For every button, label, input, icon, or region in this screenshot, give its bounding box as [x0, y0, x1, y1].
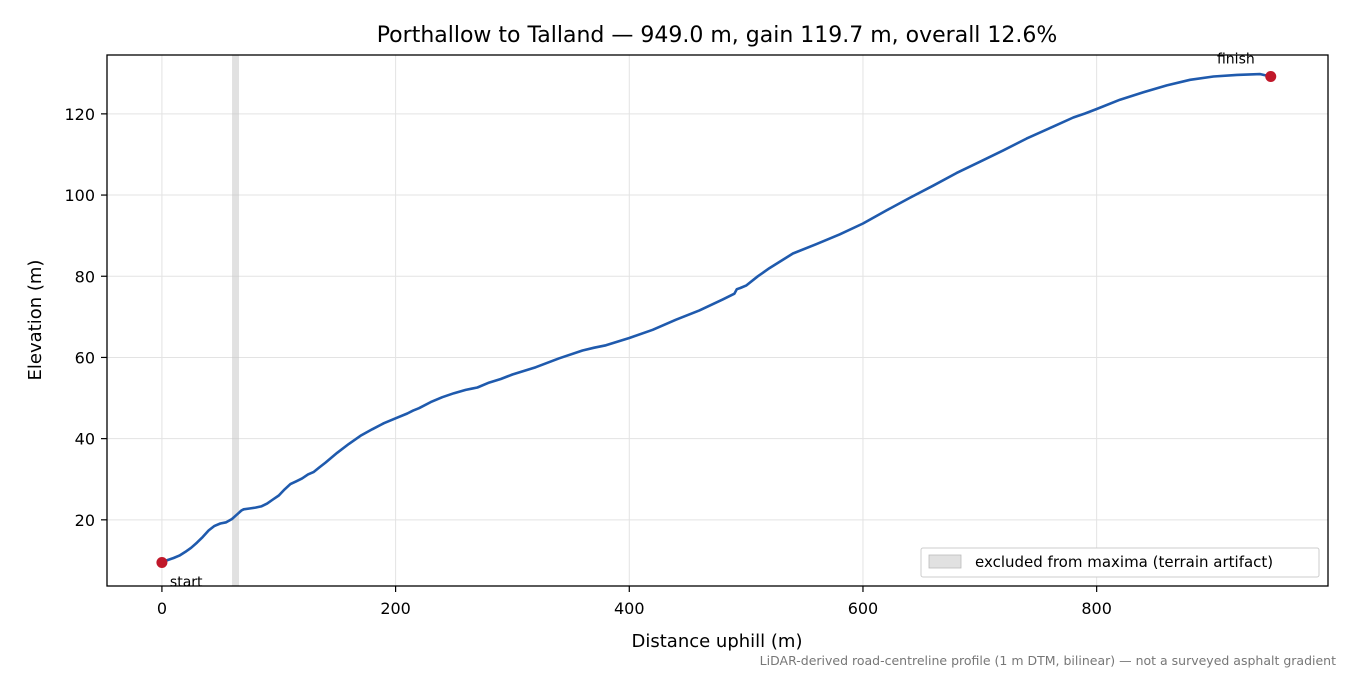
- x-tick-label-200: 200: [380, 599, 411, 618]
- legend-swatch-excluded: [928, 554, 962, 569]
- footnote: LiDAR-derived road-centreline profile (1…: [760, 653, 1336, 668]
- legend-label-excluded: excluded from maxima (terrain artifact): [975, 553, 1273, 571]
- grid-lines: [107, 55, 1328, 586]
- legend: excluded from maxima (terrain artifact): [920, 547, 1320, 578]
- x-tick-label-800: 800: [1081, 599, 1112, 618]
- marker-finish: [1265, 71, 1277, 83]
- axis-ticks: 0 200 400 600 800 20 40 60 80 100 120: [64, 105, 1111, 618]
- marker-start: [156, 556, 168, 568]
- marker-label-start: start: [170, 574, 203, 590]
- y-tick-label-60: 60: [75, 348, 95, 367]
- chart-title: Porthallow to Talland — 949.0 m, gain 11…: [377, 23, 1058, 48]
- x-tick-label-400: 400: [614, 599, 645, 618]
- x-tick-label-0: 0: [157, 599, 167, 618]
- y-tick-label-20: 20: [75, 511, 95, 530]
- y-tick-label-80: 80: [75, 267, 95, 286]
- y-tick-label-100: 100: [64, 186, 95, 205]
- plot-area-frame: [106, 54, 1329, 587]
- legend-box: [920, 547, 1320, 578]
- elevation-line: [160, 72, 1272, 564]
- marker-label-finish: finish: [1217, 52, 1255, 68]
- elevation-series-layer: [160, 72, 1272, 564]
- y-axis-label: Elevation (m): [25, 260, 46, 381]
- x-axis-label: Distance uphill (m): [632, 631, 803, 652]
- excluded-band-layer: [232, 55, 240, 586]
- excluded-band: [232, 55, 240, 586]
- y-tick-label-40: 40: [75, 430, 95, 449]
- x-tick-label-600: 600: [848, 599, 879, 618]
- y-tick-label-120: 120: [64, 105, 95, 124]
